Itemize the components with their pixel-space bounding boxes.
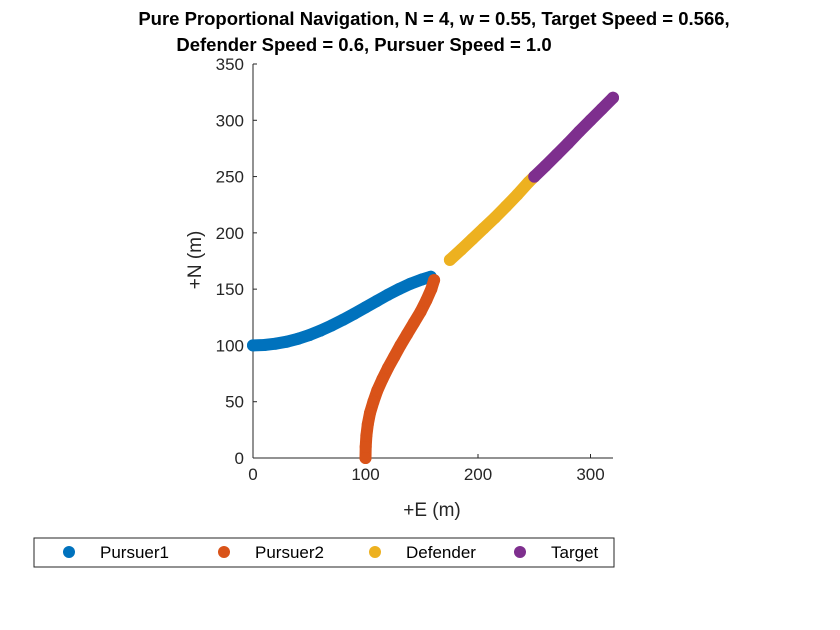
series-target-point [550, 148, 563, 161]
series-defender-point [466, 233, 479, 245]
x-tick-label: 100 [351, 465, 379, 484]
chart-title-line-1: Pure Proportional Navigation, N = 4, w =… [138, 8, 729, 29]
series-pursuer2-point [425, 283, 438, 296]
series-target-point [573, 125, 586, 138]
series-pursuer2-point [394, 339, 407, 352]
y-tick-label: 150 [216, 280, 244, 299]
series-pursuer1-point [337, 313, 349, 326]
legend-marker-defender [369, 546, 381, 558]
legend: Pursuer1 Pursuer2 Defender Target [33, 537, 615, 568]
series-pursuer2-point [420, 294, 433, 307]
x-axis-label: +E (m) [403, 500, 461, 521]
x-tick-label: 0 [248, 465, 257, 484]
x-tick-label: 300 [576, 465, 604, 484]
y-tick-label: 350 [216, 55, 244, 74]
legend-marker-pursuer2 [218, 546, 230, 558]
series-pursuer2-point [388, 350, 401, 363]
series-pursuer2-point [360, 429, 373, 442]
series-target-point [539, 159, 552, 172]
series-defender-point [511, 188, 524, 201]
series-target-point [607, 91, 619, 104]
series-pursuer1-point [247, 339, 259, 352]
y-tick-label: 100 [216, 336, 244, 355]
legend-marker-target [514, 546, 526, 558]
series-pursuer1-point [269, 337, 282, 350]
series-pursuer2-point [364, 407, 376, 419]
series-pursuer1-point [325, 319, 338, 332]
series-pursuer1-point [314, 324, 327, 337]
legend-label-target: Target [551, 543, 599, 562]
series-pursuer2-point [361, 418, 374, 431]
y-tick-label: 200 [216, 224, 244, 243]
y-tick-label: 250 [216, 168, 244, 187]
series-pursuer1-point [359, 301, 372, 314]
series-target-point [595, 103, 608, 115]
series-pursuer1-point [280, 335, 293, 348]
legend-marker-pursuer1 [63, 546, 75, 558]
series-pursuer2-point [428, 274, 441, 287]
chart-title-line-2: Defender Speed = 0.6, Pursuer Speed = 1.… [176, 34, 551, 55]
y-tick-label: 50 [225, 393, 244, 412]
series-pursuer2-point [407, 316, 420, 329]
series-target-point [528, 170, 541, 183]
series-pursuer2-point [371, 384, 384, 397]
series-pursuer2-point [367, 395, 380, 408]
series-target-point [562, 137, 574, 150]
x-tick-label: 200 [464, 465, 492, 484]
series-defender-point [488, 211, 501, 224]
series-pursuer1-point [348, 307, 361, 320]
series-pursuer2-point [359, 452, 372, 464]
y-tick-label: 300 [216, 111, 244, 130]
series-pursuer2-point [376, 373, 389, 386]
series-defender-point [500, 200, 513, 213]
series-defender-point [477, 222, 490, 235]
plot-area: 0 100 200 300 0 50 100 150 200 250 300 350 [216, 55, 619, 484]
legend-label-defender: Defender [406, 543, 476, 562]
series-pursuer1-point [393, 282, 406, 295]
series-pursuer1-point [404, 277, 417, 290]
series-pursuer1-point [370, 295, 383, 307]
series-pursuer1-point [415, 273, 428, 286]
series-pursuer2-point [414, 305, 427, 318]
series-target-point [584, 114, 597, 127]
y-axis-label: +N (m) [185, 231, 206, 290]
series-pursuer2-point [382, 361, 394, 374]
series-defender-point [455, 243, 468, 256]
series-pursuer2-point [359, 440, 372, 453]
legend-label-pursuer2: Pursuer2 [255, 543, 324, 562]
series-pursuer2-point [401, 328, 414, 341]
chart-title: Pure Proportional Navigation, N = 4, w =… [138, 8, 729, 55]
legend-label-pursuer1: Pursuer1 [100, 543, 169, 562]
series-pursuer1-point [303, 329, 316, 342]
series-defender-point [443, 253, 456, 266]
series-pursuer1-point [292, 332, 304, 345]
series-pursuer1-point [382, 288, 394, 301]
y-tick-label: 0 [235, 449, 244, 468]
series-pursuer1-point [258, 339, 271, 351]
